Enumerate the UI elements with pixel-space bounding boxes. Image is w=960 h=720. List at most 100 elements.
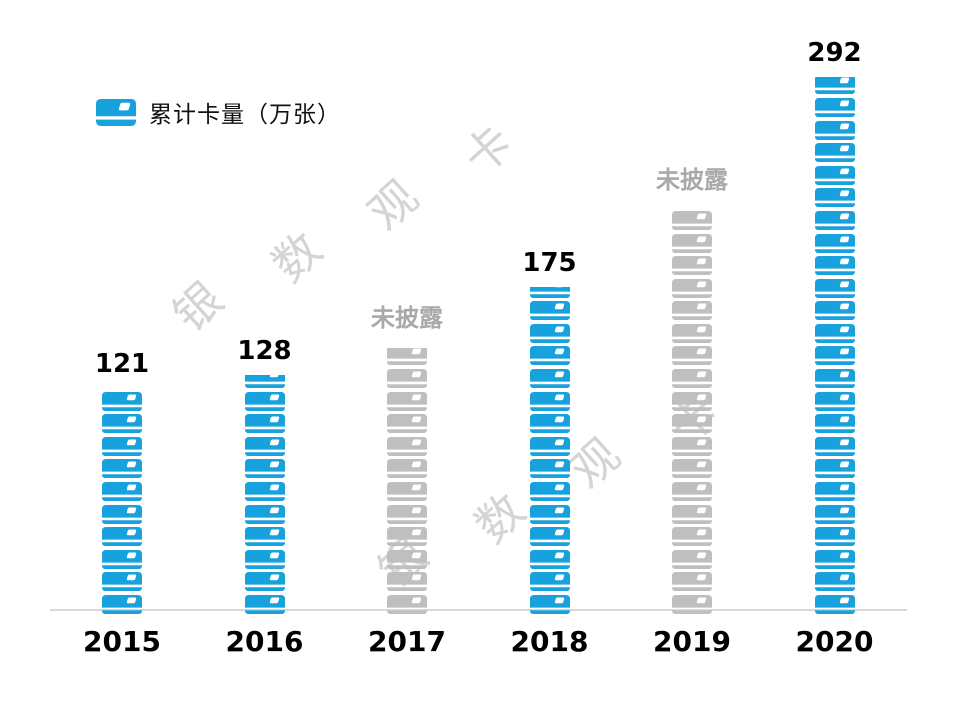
card-icon (672, 595, 712, 614)
bar-cards (102, 388, 142, 614)
card-icon (814, 595, 855, 614)
card-icon (244, 391, 285, 411)
card-icon (387, 482, 427, 502)
card-icon (814, 414, 855, 434)
card-icon (102, 436, 142, 456)
card-icon (529, 287, 570, 298)
legend: 累计卡量（万张） (96, 95, 341, 129)
x-tick-label-2017: 2017 (368, 625, 446, 658)
card-icon (102, 595, 142, 614)
card-icon (387, 595, 427, 614)
card-icon (672, 482, 712, 502)
card-icon (529, 527, 570, 547)
card-icon (814, 527, 855, 547)
bar-cards (244, 375, 285, 614)
card-icon (672, 436, 712, 456)
card-icon (529, 369, 570, 389)
bar-undisclosed-label: 未披露 (656, 166, 728, 194)
x-axis-line (50, 609, 907, 611)
card-icon (102, 414, 142, 434)
card-icon (672, 549, 712, 569)
card-icon (387, 572, 427, 592)
card-icon (814, 143, 855, 163)
card-icon (244, 375, 285, 389)
card-icon (244, 595, 285, 614)
card-icon (814, 346, 855, 366)
card-icon (672, 572, 712, 592)
card-icon (529, 323, 570, 343)
card-icon (814, 504, 855, 524)
card-icon (529, 301, 570, 321)
bar-cards (814, 77, 855, 614)
bar-cards (387, 348, 427, 614)
card-icon (244, 414, 285, 434)
card-icon (814, 77, 855, 95)
card-icon (672, 369, 712, 389)
bar-cards (529, 287, 570, 614)
card-icon (387, 504, 427, 524)
card-icon (244, 527, 285, 547)
x-tick-label-2018: 2018 (510, 625, 589, 658)
card-icon (529, 595, 570, 614)
card-icon (387, 436, 427, 456)
bar-value-label: 175 (522, 248, 577, 278)
card-icon (529, 504, 570, 524)
card-icon (814, 459, 855, 479)
bar-group-2016: 128 (210, 14, 320, 614)
card-icon (102, 391, 142, 411)
card-icon (102, 527, 142, 547)
card-icon (529, 346, 570, 366)
card-icon (529, 436, 570, 456)
card-icon (672, 278, 712, 298)
card-icon (814, 572, 855, 592)
card-icon (102, 572, 142, 592)
card-icon (244, 549, 285, 569)
card-icon (102, 482, 142, 502)
card-icon (814, 97, 855, 117)
card-icon (244, 459, 285, 479)
bar-group-2018: 175 (495, 14, 605, 614)
card-icon (814, 256, 855, 276)
card-icon (102, 504, 142, 524)
card-icon (814, 233, 855, 253)
card-icon (814, 120, 855, 140)
bar-value-label: 121 (94, 349, 150, 379)
card-icon (529, 572, 570, 592)
card-icon (387, 459, 427, 479)
card-icon (672, 527, 712, 547)
card-icon (672, 459, 712, 479)
card-icon (102, 549, 142, 569)
card-icon (529, 482, 570, 502)
card-icon (814, 278, 855, 298)
card-icon (102, 459, 142, 479)
card-icon (672, 346, 712, 366)
card-icon (814, 188, 855, 208)
card-icon (387, 414, 427, 434)
bar-cards (672, 210, 712, 614)
card-icon (529, 549, 570, 569)
card-icon (387, 391, 427, 411)
bar-group-2019: 未披露 (637, 14, 747, 614)
x-tick-label-2015: 2015 (83, 625, 161, 658)
card-icon (672, 504, 712, 524)
bar-group-2015: 121 (67, 14, 177, 614)
card-icon (814, 165, 855, 185)
card-icon (672, 210, 712, 230)
card-icon (814, 482, 855, 502)
card-icon (814, 323, 855, 343)
card-icon (387, 348, 427, 366)
x-tick-label-2016: 2016 (225, 625, 304, 658)
bar-undisclosed-label: 未披露 (371, 304, 443, 332)
x-tick-label-2020: 2020 (795, 625, 874, 658)
card-icon (672, 256, 712, 276)
card-icon (814, 301, 855, 321)
card-icon (244, 482, 285, 502)
card-icon (529, 414, 570, 434)
card-icon (672, 414, 712, 434)
bar-group-2017: 未披露 (352, 14, 462, 614)
x-tick-label-2019: 2019 (653, 625, 731, 658)
card-icon (814, 549, 855, 569)
bar-value-label: 128 (237, 336, 292, 366)
card-icon (96, 98, 136, 126)
